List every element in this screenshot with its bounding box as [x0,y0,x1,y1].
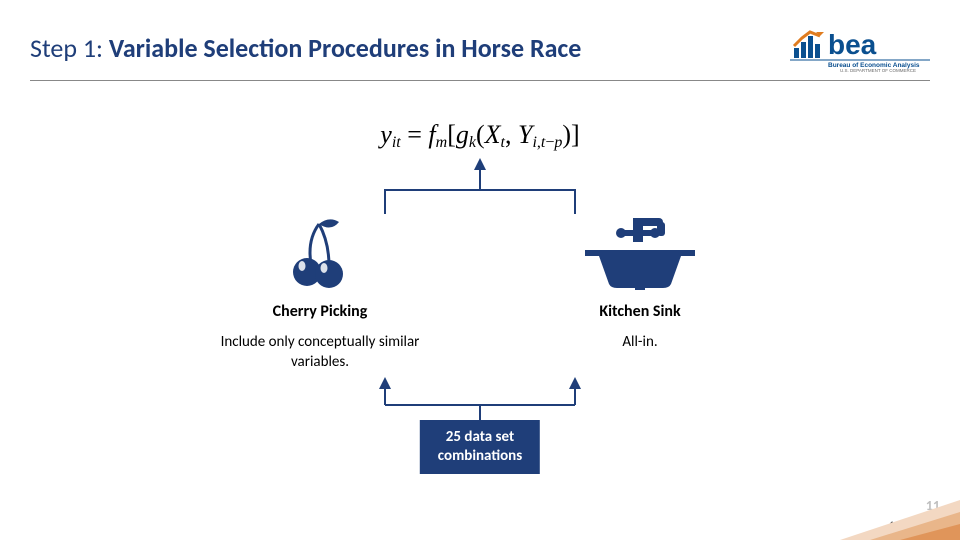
sink-icon [585,216,695,290]
data-box-label: 25 data setcombinations [438,428,522,465]
slide-title: Step 1: Variable Selection Procedures in… [30,32,581,64]
connector-top [361,158,599,214]
svg-text:U.S. DEPARTMENT OF COMMERCE: U.S. DEPARTMENT OF COMMERCE [840,68,916,72]
title-main: Variable Selection Procedures in Horse R… [109,32,582,64]
cherry-title: Cherry Picking [273,302,368,321]
bea-logo: bea Bureau of Economic Analysis U.S. DEP… [790,24,930,72]
options-row: Cherry Picking Include only conceptually… [0,216,960,372]
title-prefix: Step 1: [30,32,109,64]
sink-desc: All-in. [622,333,657,371]
equation: yit = fm[gk(Xt, Yi,t−p)] [380,120,579,152]
data-combinations-box: 25 data setcombinations [420,420,540,474]
slide-header: Step 1: Variable Selection Procedures in… [30,24,930,81]
corner-decoration [840,480,960,540]
equation-text: yit = fm[gk(Xt, Yi,t−p)] [380,120,579,149]
cherry-desc: Include only conceptually similar variab… [220,333,420,372]
option-sink: Kitchen Sink All-in. [540,216,740,372]
cherries-icon [285,216,355,290]
sink-title: Kitchen Sink [599,302,680,321]
option-cherry: Cherry Picking Include only conceptually… [220,216,420,372]
svg-text:bea: bea [828,29,877,60]
